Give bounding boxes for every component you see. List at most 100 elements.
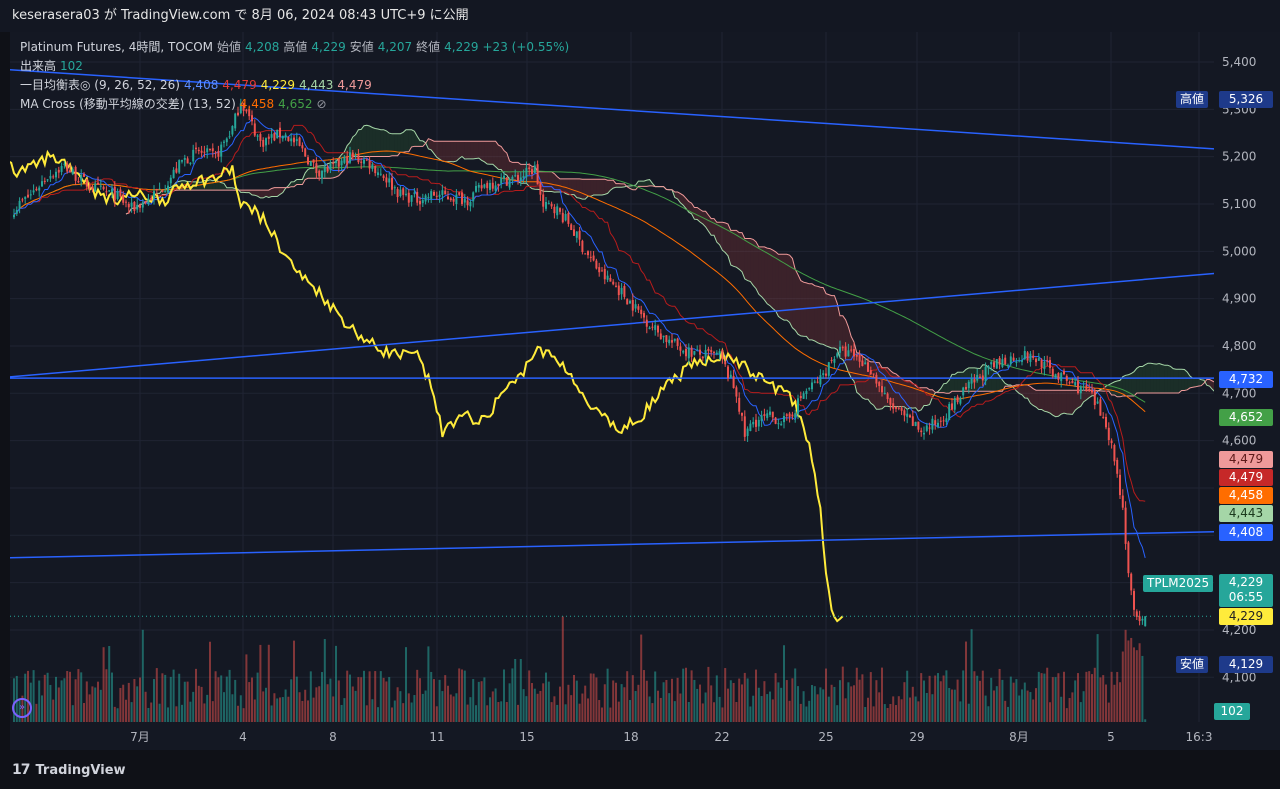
candle-body — [500, 177, 503, 184]
candle-body — [1029, 353, 1032, 362]
candle-body — [136, 204, 139, 210]
volume-bar — [687, 701, 690, 722]
candle-body — [1063, 370, 1065, 375]
volume-bar — [141, 629, 144, 722]
senkou-b-label: 4,479 — [1219, 451, 1273, 468]
cloud-segment — [1134, 368, 1137, 396]
cloud-segment — [400, 132, 404, 153]
candle-body — [598, 267, 601, 273]
volume-bar — [970, 629, 973, 722]
hidden-values-icon[interactable]: ⊘ — [316, 97, 327, 111]
price-scale[interactable] — [1214, 32, 1280, 750]
cloud-segment — [635, 181, 639, 190]
y-tick-label: 5,000 — [1222, 244, 1256, 258]
candle-body — [920, 430, 923, 433]
cloud-segment — [1120, 376, 1123, 397]
volume-bar — [175, 706, 178, 722]
cloud-segment — [1058, 390, 1062, 417]
volume-bar — [783, 645, 785, 722]
volume-bar — [741, 684, 743, 722]
candle-body — [105, 191, 108, 193]
candle-body — [959, 397, 962, 404]
volume-bar — [214, 671, 217, 722]
candle-body — [550, 203, 553, 207]
candle-body — [175, 168, 178, 173]
volume-bar — [491, 691, 494, 722]
candle-body — [1043, 361, 1046, 370]
volume-bar — [1082, 691, 1085, 722]
candle-body — [878, 382, 881, 387]
candle-body — [1001, 359, 1004, 367]
candle-body — [1068, 382, 1071, 384]
candle-body — [259, 134, 262, 141]
cloud-segment — [1086, 390, 1090, 400]
volume-bar — [511, 668, 514, 722]
candle-body — [707, 348, 710, 352]
volume-bar — [301, 700, 304, 722]
volume-bar — [433, 679, 435, 722]
volume-bar — [693, 679, 696, 722]
volume-bar — [1018, 695, 1021, 722]
volume-bar — [841, 666, 844, 722]
candle-body — [469, 201, 472, 207]
cloud-segment — [408, 129, 412, 152]
volume-bar — [959, 701, 962, 722]
candle-body — [567, 213, 570, 224]
candle-body — [965, 386, 967, 390]
x-tick-label: 4 — [239, 730, 247, 744]
candle-body — [189, 162, 192, 164]
candle-body — [584, 253, 587, 255]
cloud-segment — [277, 187, 280, 197]
volume-bar — [1127, 640, 1130, 722]
candle-body — [318, 170, 321, 177]
volume-bar — [458, 668, 461, 722]
volume-bar — [1009, 676, 1012, 722]
candle-body — [452, 198, 455, 202]
candle-body — [332, 162, 335, 164]
volume-bar — [455, 693, 458, 722]
x-tick-label: 29 — [909, 730, 924, 744]
cloud-segment — [392, 133, 395, 156]
cloud-segment — [1022, 384, 1025, 398]
y-tick-label: 4,200 — [1222, 623, 1256, 637]
volume-bar — [388, 677, 391, 722]
volume-bar — [335, 645, 337, 722]
legend-symbol-row[interactable]: Platinum Futures, 4時間, TOCOM 始値 4,208 高値… — [20, 38, 569, 57]
cloud-segment — [590, 179, 594, 197]
tradingview-logo[interactable]: 17 TradingView — [12, 762, 126, 778]
cloud-segment — [1052, 390, 1056, 417]
candle-body — [578, 230, 581, 240]
candle-body — [416, 191, 419, 203]
legend-ichimoku-row[interactable]: 一目均衡表◎ (9, 26, 52, 26) 4,408 4,479 4,229… — [20, 76, 569, 95]
cloud-segment — [702, 211, 706, 227]
cloud-segment — [1061, 390, 1064, 415]
volume-bar — [245, 654, 248, 722]
volume-bar — [827, 696, 830, 722]
candle-body — [186, 158, 189, 164]
candle-body — [343, 156, 346, 163]
candle-body — [690, 347, 693, 357]
candle-body — [382, 175, 385, 179]
candle-body — [749, 423, 752, 431]
legend-volume-row[interactable]: 出来高 102 — [20, 57, 569, 76]
volume-bar — [326, 684, 329, 722]
legend-close-label: 終値 — [416, 40, 441, 54]
candle-body — [771, 411, 774, 418]
cloud-segment — [464, 141, 468, 160]
replay-icon[interactable]: » — [12, 698, 32, 718]
cloud-segment — [694, 207, 698, 220]
volume-bar — [575, 680, 578, 722]
cloud-segment — [397, 133, 401, 156]
volume-bar — [1119, 682, 1121, 722]
x-axis-ticks: 7月 4 8 11 15 18 22 25 29 8月 5 16:3 — [130, 730, 1212, 744]
volume-bar — [253, 699, 256, 722]
cloud-segment — [207, 179, 210, 191]
volume-bar — [830, 684, 833, 722]
volume-bar — [1043, 673, 1046, 722]
legend-ma-row[interactable]: MA Cross (移動平均線の交差) (13, 52) 4,458 4,652… — [20, 95, 569, 114]
volume-bar — [914, 696, 917, 722]
candle-body — [1119, 474, 1121, 496]
volume-bar — [679, 693, 682, 722]
candle-body — [183, 158, 186, 160]
